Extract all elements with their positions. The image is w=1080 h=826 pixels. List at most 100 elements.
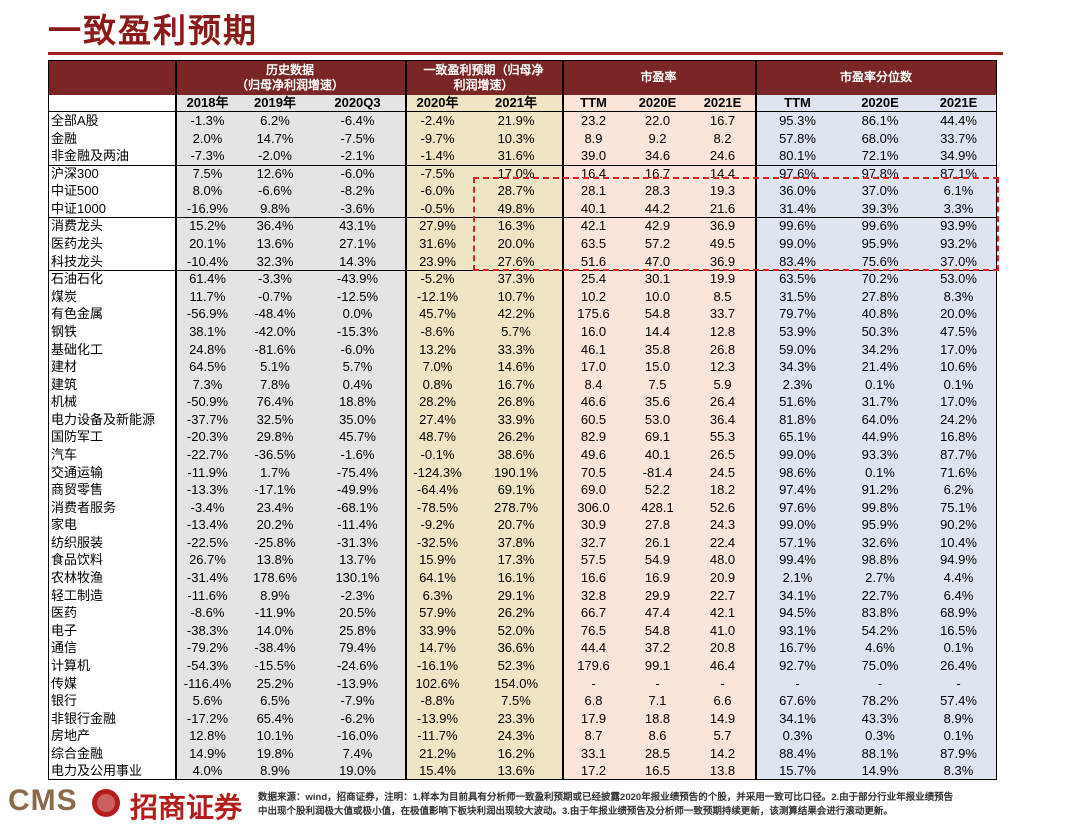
cell: 39.3% [861,200,899,216]
cell: -81.6% [254,341,296,357]
cell: 49.6 [580,447,607,462]
row-label: 综合金融 [51,745,104,761]
cell: 5.6% [192,693,223,709]
cell: 5.7 [713,728,732,744]
column-bg [755,95,997,780]
cell: 99.0% [779,236,816,252]
cell: 80.1% [779,148,816,164]
cell: 57.4% [940,693,977,709]
cell: -3.6% [340,200,375,216]
cell: 8.9% [943,710,974,726]
row-rule [48,217,997,219]
cell: 32.3% [256,253,294,269]
cell: 27.1% [339,236,376,252]
cell: 0.8% [422,376,453,392]
cell: 13.8% [256,552,294,568]
cell: 26.5 [709,447,736,462]
cell: 53.0 [644,411,671,427]
cell: 22.7% [861,587,899,603]
row-label: 基础化工 [51,341,104,357]
cell: 34.1% [779,710,816,726]
cell: 37.8% [497,534,535,550]
cell: -16.0% [336,728,379,744]
cell: -0.5% [420,200,455,216]
cell: -56.9% [186,306,229,322]
cell: -12.1% [416,288,459,304]
cell: -38.4% [254,640,296,656]
cell: 28.7% [497,183,535,199]
cell: 42.1 [580,218,607,234]
table-border [48,60,997,780]
cell: 60.5 [580,411,607,427]
cell: 10.6% [940,359,977,375]
cell: 21.4% [861,359,899,375]
row-label: 医药 [51,605,78,621]
cell: 22.7 [709,587,736,603]
cell: 15.4% [419,763,456,779]
cell: 88.4% [779,745,816,761]
cell: 44.9% [861,429,899,445]
cell: - [720,675,725,691]
cell: 6.4% [943,587,974,603]
cell: 28.1 [580,183,607,199]
row-label: 非银行金融 [51,710,117,726]
cell: 0.1% [865,464,895,480]
cell: 0.3% [782,728,813,744]
cell: 20.0% [497,236,535,252]
cell: - [795,675,800,691]
cell: 42.1 [709,605,736,621]
cell: 4.4% [943,570,974,586]
cell: 46.6 [580,394,607,410]
header-rule [48,111,997,112]
cell: 76.4% [256,394,294,410]
cell: 46.4 [709,657,736,673]
cell: 68.9% [940,605,977,621]
row-label: 电力及公用事业 [51,763,143,779]
cell: 31.5% [779,288,816,304]
cell: -116.4% [183,675,232,691]
column-header: TTM [580,95,607,110]
cell: 61.4% [189,271,226,287]
cell: 34.2% [861,341,899,357]
cell: -38.3% [186,622,229,638]
cell: -54.3% [186,657,229,673]
source-note: 数据来源：wind，招商证券，注明：1.样本为目前具有分析师一致盈利预期或已经披… [258,792,954,803]
cell: 45.7% [339,429,376,445]
cell: 34.6 [644,148,671,164]
cell: 12.6% [256,165,294,181]
row-label: 银行 [51,693,78,709]
cell: - [956,675,961,691]
column-header: 2021年 [495,95,537,110]
cell: 54.2% [861,622,899,638]
cell: 22.0 [644,113,671,128]
column-header: 2021E [703,95,742,110]
cell: -7.3% [190,148,225,164]
cell: 4.0% [192,763,223,779]
cell: -8.8% [420,693,455,709]
cell: 5.9 [713,376,732,392]
cell: 81.8% [779,411,816,427]
cell: 6.6 [713,693,732,709]
cell: 99.1 [644,657,671,673]
cell: 10.7% [497,288,535,304]
cell: - [591,675,596,691]
cell: -9.7% [420,130,455,146]
cell: 53.9% [779,323,816,339]
cell: 17.0% [940,341,977,357]
cell: 79.7% [779,306,816,322]
cell: 21.9% [497,113,535,128]
cell: 0.1% [943,376,974,392]
cell: -8.6% [420,323,455,339]
cell: 95.3% [779,113,816,128]
cell: - [877,675,883,691]
row-label: 电子 [51,622,78,638]
cell: 64.1% [419,570,456,586]
logo-icon [92,789,120,817]
cell: 48.7% [419,429,456,445]
cell: 57.2 [644,236,671,252]
cell: 5.1% [260,359,290,375]
row-label: 通信 [51,640,78,656]
cell: 19.0% [339,763,376,779]
cell: 16.7% [779,640,816,656]
row-label: 传媒 [51,675,78,691]
